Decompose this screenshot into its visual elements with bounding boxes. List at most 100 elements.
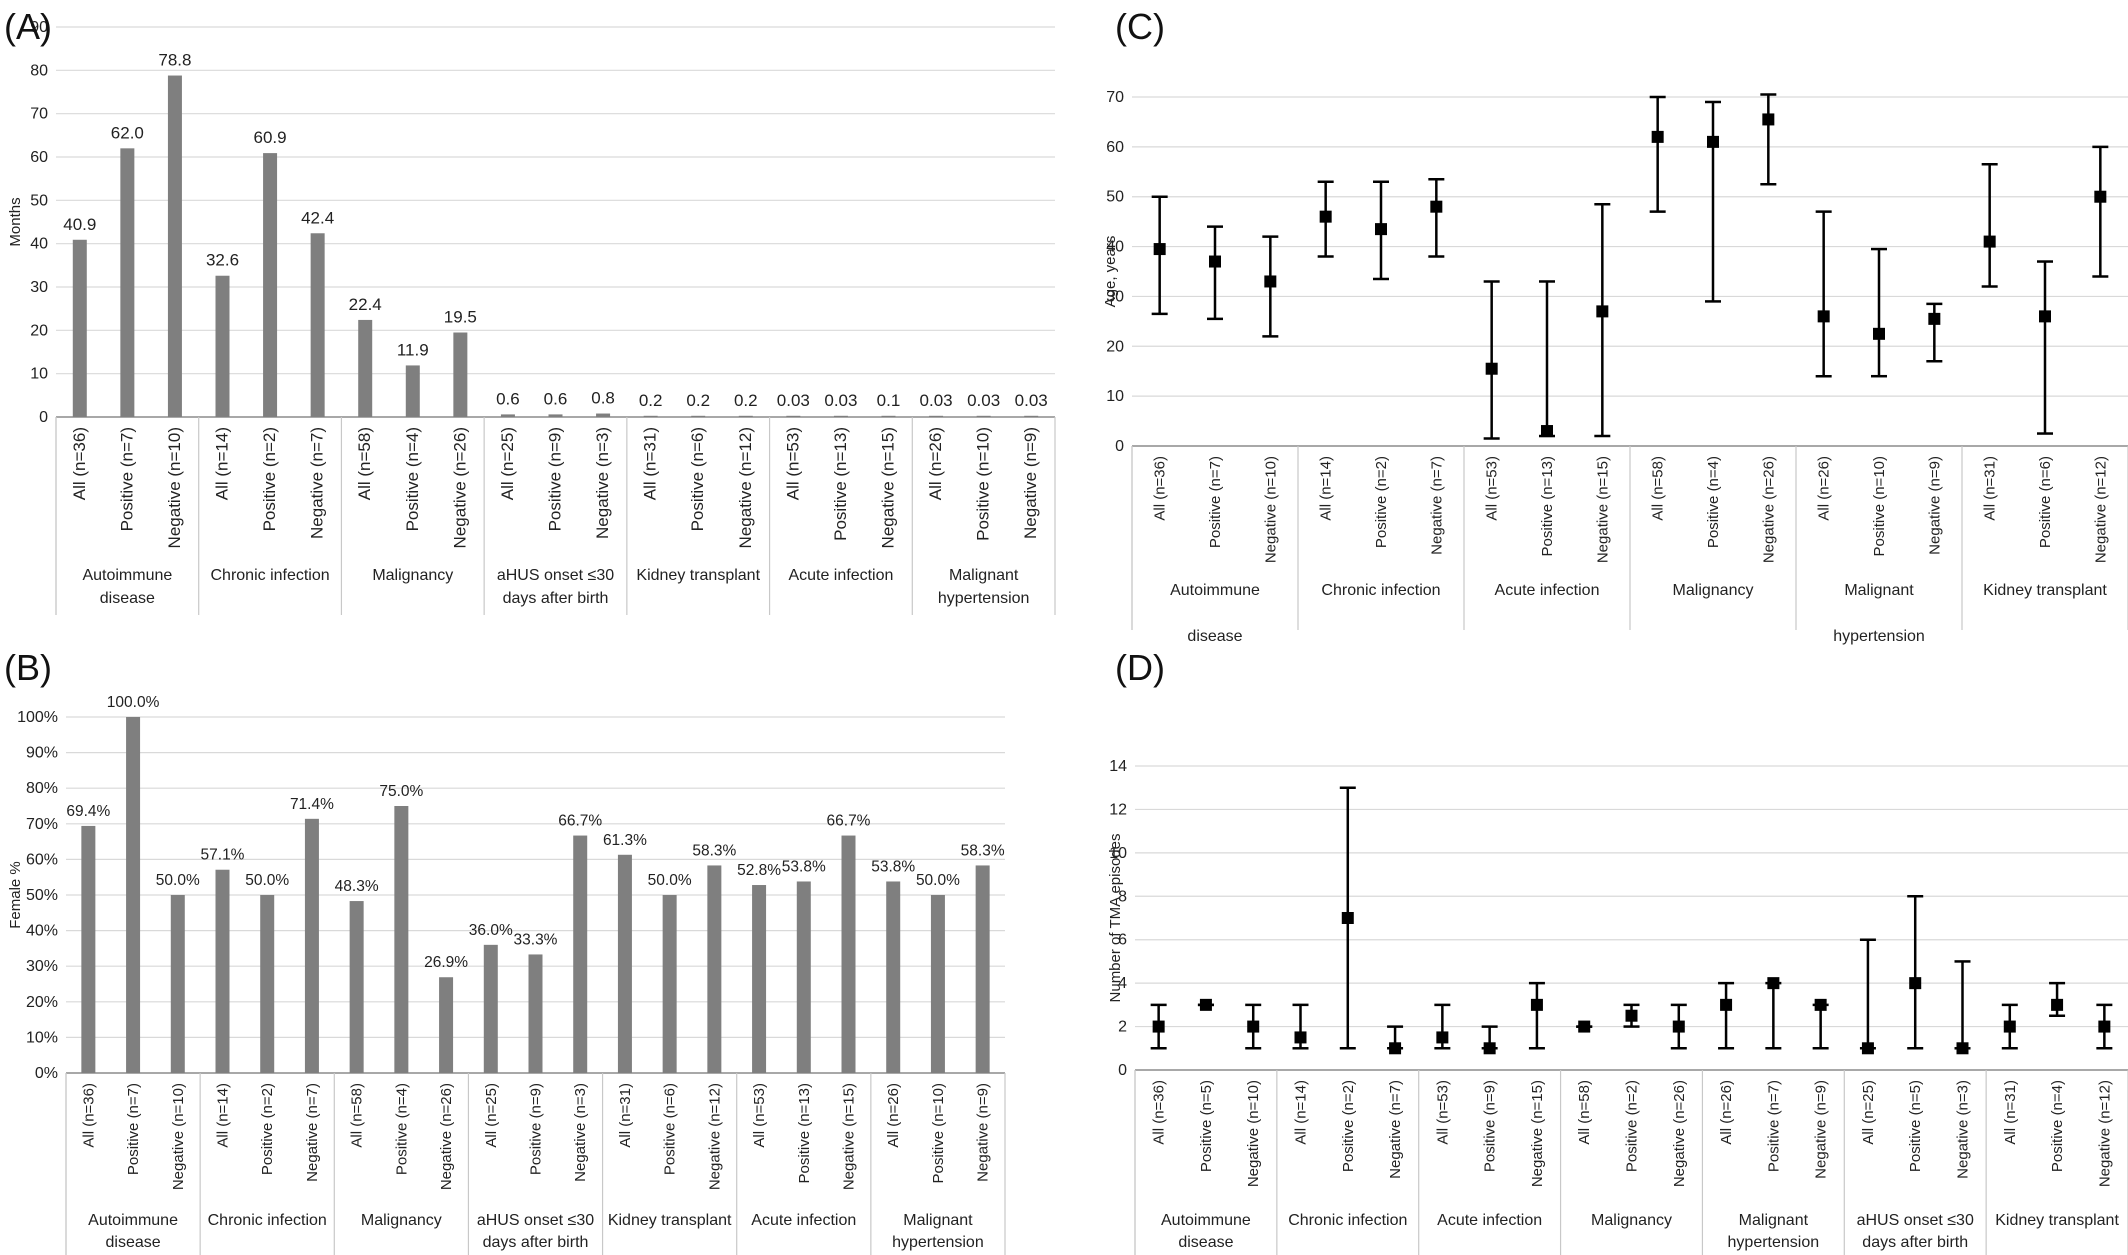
- data-label: 0.1: [877, 391, 901, 410]
- median-point: [1389, 1042, 1402, 1055]
- x-tick-label: All (n=58): [349, 1083, 366, 1148]
- x-tick-label: All (n=26): [1816, 456, 1833, 521]
- group-label: Acute infection: [751, 1212, 856, 1229]
- x-tick-label: Negative (n=15): [879, 427, 898, 548]
- x-tick-label: Negative (n=12): [2096, 1080, 2113, 1187]
- x-tick-label: Positive (n=4): [403, 427, 422, 531]
- x-tick-label: Positive (n=7): [117, 427, 136, 531]
- bar: [215, 869, 230, 1073]
- group-label: Malignant: [1844, 582, 1914, 599]
- data-label: 33.3%: [514, 931, 558, 948]
- group-label: Chronic infection: [210, 567, 329, 584]
- data-label: 32.6: [206, 251, 239, 270]
- median-point: [1319, 210, 1332, 223]
- x-tick-label: Negative (n=26): [450, 427, 469, 548]
- x-tick-label: Negative (n=12): [2092, 456, 2109, 563]
- group-label: days after birth: [1862, 1234, 1968, 1251]
- y-tick-label: 90: [30, 19, 48, 36]
- x-tick-label: All (n=31): [2002, 1080, 2019, 1145]
- x-tick-label: Negative (n=7): [304, 1083, 321, 1182]
- data-label: 71.4%: [290, 796, 334, 813]
- bar: [167, 75, 182, 418]
- x-tick-label: Negative (n=26): [1760, 456, 1777, 563]
- x-tick-label: Positive (n=7): [1207, 456, 1224, 548]
- bar: [528, 954, 543, 1073]
- data-label: 61.3%: [603, 832, 647, 849]
- x-tick-label: All (n=58): [1576, 1080, 1593, 1145]
- bar: [349, 901, 364, 1073]
- x-tick-label: All (n=26): [1718, 1080, 1735, 1145]
- median-point: [2039, 310, 2051, 323]
- y-tick-label: 20%: [26, 994, 58, 1011]
- bar: [691, 415, 706, 417]
- median-point: [1817, 310, 1830, 323]
- data-label: 36.0%: [469, 922, 513, 939]
- x-tick-label: Positive (n=6): [688, 427, 707, 531]
- group-label: Malignant: [1739, 1212, 1809, 1229]
- age-range-chart: 0 10 20 30 40 50 60 70 Age, years All (n=36) Posit…: [1102, 89, 2128, 645]
- median-point: [1341, 912, 1354, 924]
- median-point: [1375, 223, 1387, 236]
- bar: [881, 415, 896, 417]
- median-point: [2003, 1020, 2016, 1033]
- data-label: 78.8: [158, 51, 191, 70]
- group-label: Kidney transplant: [1995, 1212, 2119, 1229]
- data-label: 58.3%: [961, 842, 1005, 859]
- x-tick-label: Positive (n=4): [1705, 456, 1722, 548]
- data-label: 66.7%: [558, 813, 602, 830]
- group-label: disease: [1178, 1234, 1233, 1251]
- data-label: 0.03: [1015, 391, 1048, 410]
- y-tick-label: 0%: [35, 1065, 58, 1082]
- data-label: 0.6: [544, 389, 568, 408]
- y-axis-title: Number of TMA episodes: [1107, 834, 1124, 1003]
- data-label: 75.0%: [379, 783, 423, 800]
- x-tick-label: All (n=14): [215, 1083, 232, 1148]
- bar: [738, 415, 753, 417]
- y-tick-label: 4: [1118, 975, 1127, 992]
- x-tick-label: Positive (n=10): [974, 427, 993, 541]
- bar: [394, 806, 409, 1073]
- x-tick-label: Negative (n=15): [1594, 456, 1611, 563]
- group-label: Malignancy: [361, 1212, 442, 1229]
- x-tick-label: Negative (n=3): [1955, 1080, 1972, 1179]
- chart-panel-d: (D) 0 2 4 6 8 10 12 14 Number of TMA episodes All…: [1100, 645, 2128, 1255]
- bar: [120, 148, 135, 418]
- group-label: hypertension: [892, 1234, 984, 1251]
- x-tick-label: Positive (n=13): [1539, 456, 1556, 556]
- data-label: 19.5: [444, 308, 477, 327]
- y-axis-title: Female %: [7, 861, 24, 929]
- tma-episodes-range-chart: 0 2 4 6 8 10 12 14 Number of TMA episodes All (n=…: [1107, 758, 2128, 1255]
- data-label: 66.7%: [827, 813, 871, 830]
- x-tick-label: All (n=53): [1484, 456, 1501, 521]
- bar: [263, 153, 278, 417]
- x-tick-label: Negative (n=10): [1245, 1080, 1262, 1187]
- x-tick-label: Positive (n=7): [1765, 1080, 1782, 1172]
- median-point: [1596, 305, 1609, 318]
- bar: [453, 332, 468, 417]
- bar: [833, 415, 848, 417]
- median-point: [1541, 425, 1553, 438]
- female-percent-bar-chart: 0% 10% 20% 30% 40% 50% 60% 70% 80% 90% 100% Female …: [7, 694, 1006, 1255]
- x-tick-label: All (n=14): [213, 427, 232, 500]
- median-point: [1928, 312, 1941, 325]
- y-tick-label: 10%: [26, 1029, 58, 1046]
- y-tick-label: 20: [1106, 338, 1124, 355]
- x-tick-label: All (n=14): [1318, 456, 1335, 521]
- median-point: [1247, 1020, 1260, 1033]
- median-point: [1625, 1009, 1638, 1022]
- data-label: 50.0%: [156, 872, 200, 889]
- median-point: [2098, 1020, 2111, 1033]
- bar: [975, 865, 990, 1073]
- x-tick-label: Positive (n=6): [2037, 456, 2054, 548]
- x-tick-label: All (n=36): [1152, 456, 1169, 521]
- x-tick-label: Positive (n=5): [1907, 1080, 1924, 1172]
- panel-label: (B): [4, 647, 52, 688]
- x-tick-label: Negative (n=3): [593, 427, 612, 539]
- bar: [752, 885, 767, 1073]
- y-tick-label: 50: [30, 192, 48, 209]
- bar: [72, 239, 87, 417]
- bar: [358, 319, 373, 417]
- median-point: [2051, 998, 2064, 1011]
- x-tick-label: Negative (n=9): [975, 1083, 992, 1182]
- bar: [310, 233, 325, 417]
